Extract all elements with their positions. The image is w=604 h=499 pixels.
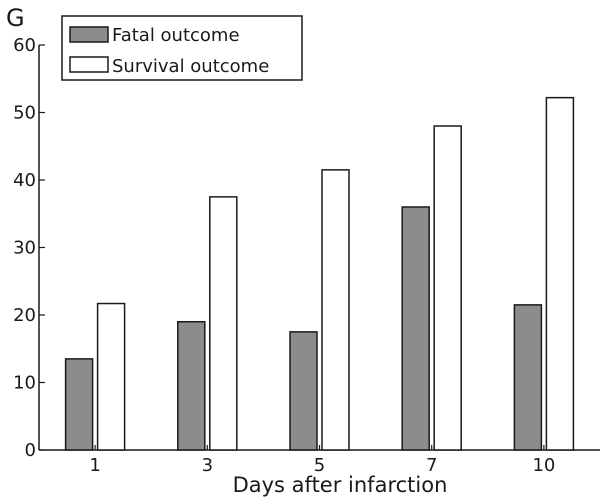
y-tick-label: 30 (13, 238, 36, 259)
legend: Fatal outcome Survival outcome (61, 15, 303, 81)
bar-fatal-day-1 (64, 358, 94, 451)
legend-label-fatal: Fatal outcome (112, 25, 240, 46)
x-tick-label: 1 (89, 455, 100, 476)
x-tick-label: 10 (532, 455, 555, 476)
legend-label-survival: Survival outcome (112, 56, 269, 77)
bar-survival-day-7 (433, 125, 462, 451)
bar-survival-day-10 (545, 96, 575, 451)
y-tick-label: 60 (13, 35, 36, 56)
y-tick-label: 20 (13, 305, 36, 326)
bar-fatal-day-7 (401, 206, 430, 451)
bar-fatal-day-10 (513, 304, 543, 451)
y-axis-ticks: 0 10 20 30 40 50 60 (13, 35, 45, 461)
legend-swatch-fatal (69, 26, 109, 43)
bar-fatal-day-5 (289, 331, 318, 451)
x-axis-ticks: 1 3 5 7 10 (89, 445, 555, 476)
x-tick-label: 5 (314, 455, 325, 476)
bar-survival-day-3 (209, 196, 238, 451)
legend-swatch-survival (69, 56, 109, 73)
y-tick-label: 10 (13, 373, 36, 394)
bar-survival-day-1 (96, 302, 126, 451)
y-tick-label: 40 (13, 170, 36, 191)
bars (64, 96, 575, 451)
x-axis-title: Days after infarction (233, 473, 448, 497)
y-tick-label: 50 (13, 103, 36, 124)
x-tick-label: 3 (202, 455, 213, 476)
bar-survival-day-5 (321, 169, 350, 451)
panel-label: G (6, 4, 25, 32)
bar-fatal-day-3 (177, 321, 206, 451)
x-tick-label: 7 (426, 455, 437, 476)
y-tick-label: 0 (25, 440, 36, 461)
